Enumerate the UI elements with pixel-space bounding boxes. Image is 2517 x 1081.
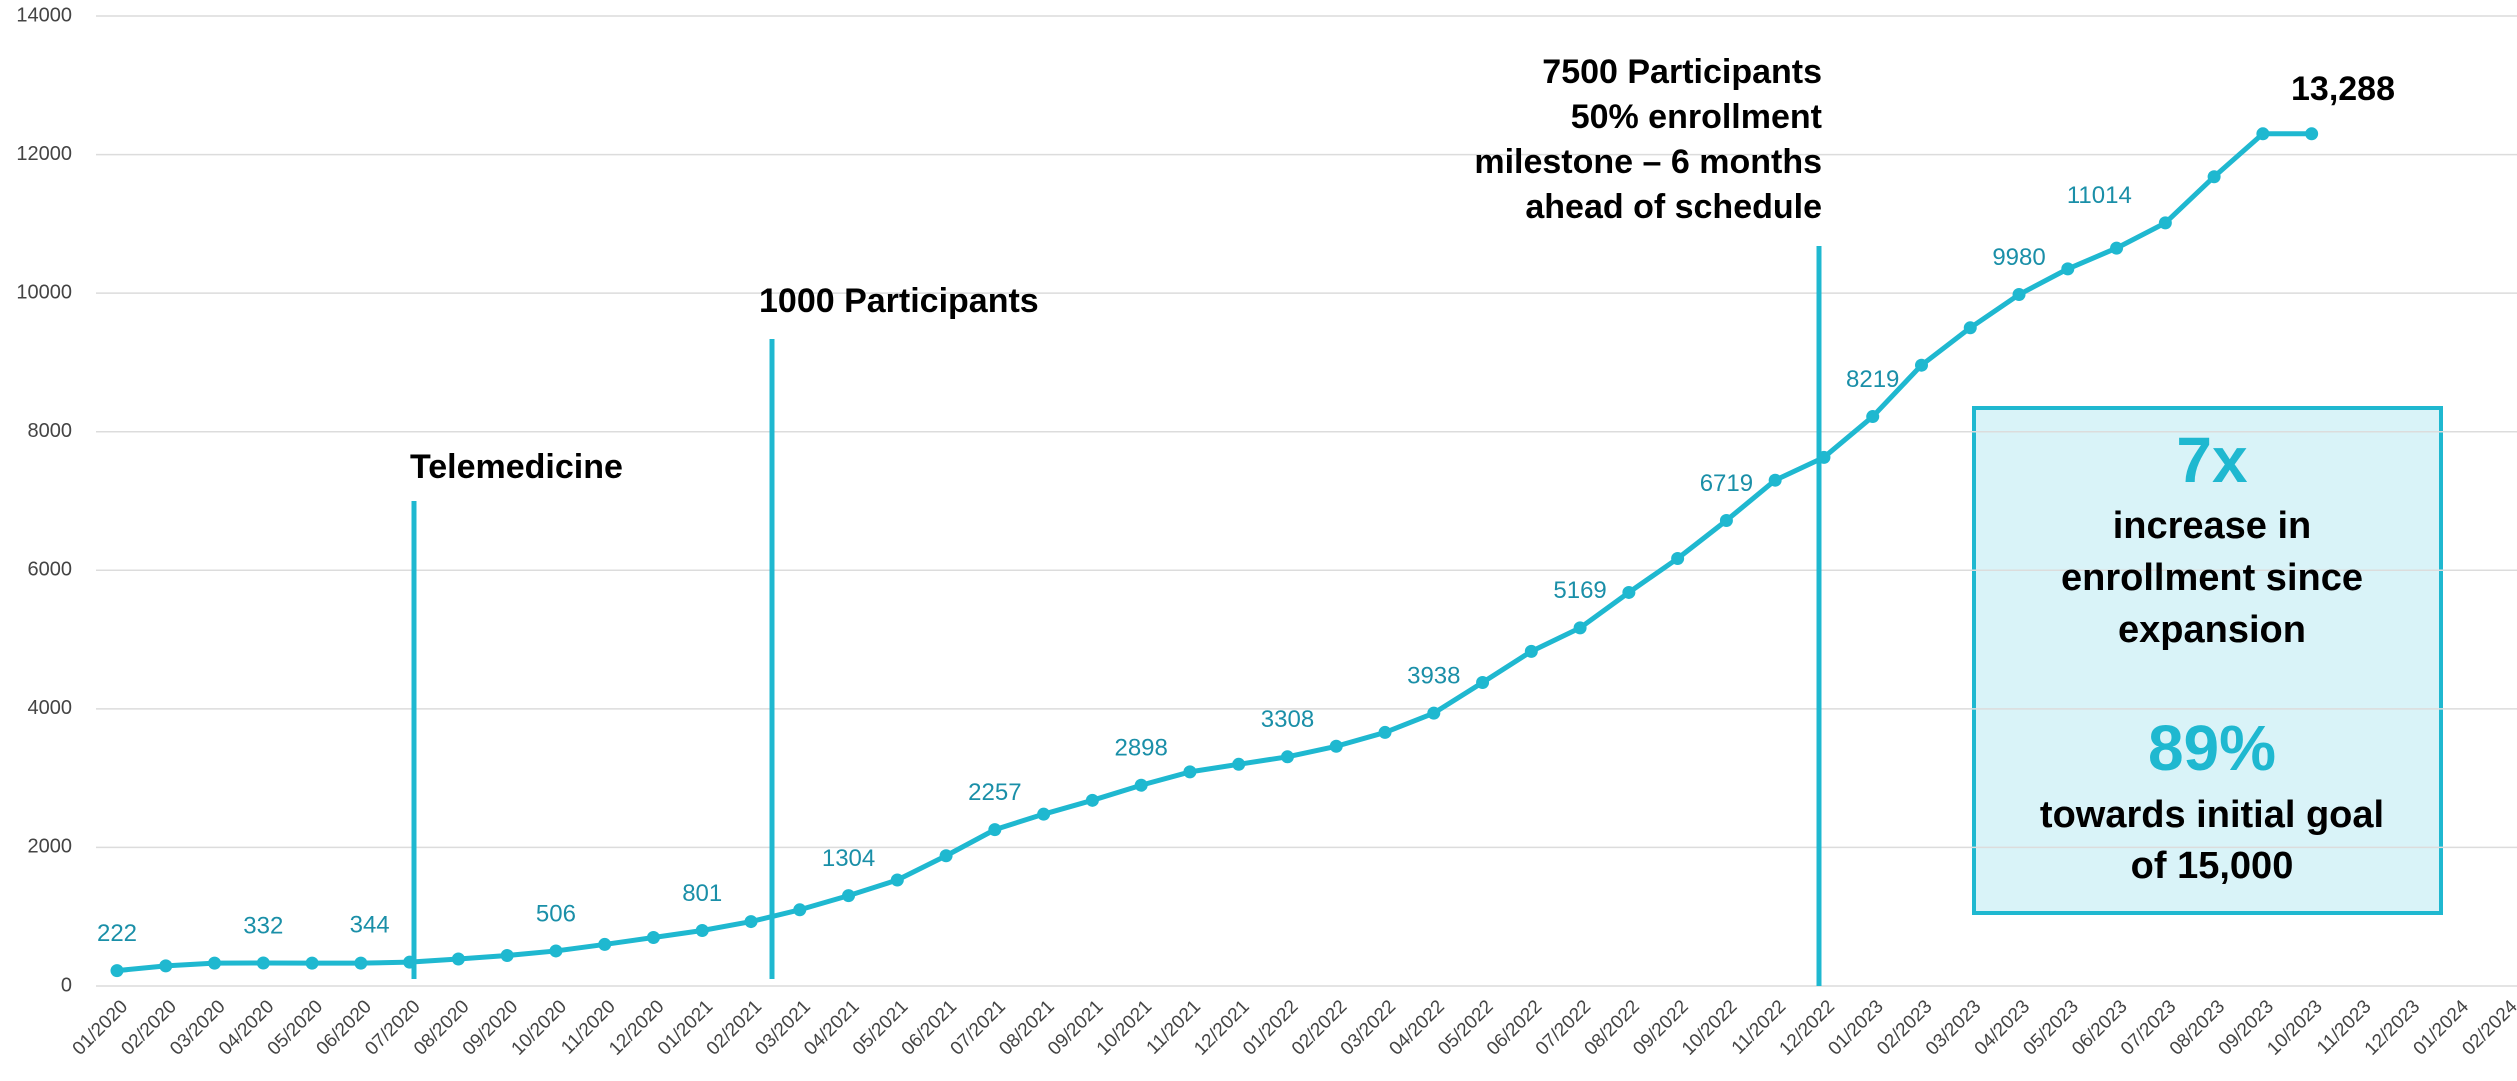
data-label: 11014	[2067, 182, 2132, 209]
callout-text: enrollment since	[2061, 557, 2363, 599]
annotation: Telemedicine	[410, 448, 623, 486]
data-point	[646, 931, 660, 944]
data-point	[1037, 807, 1051, 821]
data-point	[1768, 473, 1782, 487]
data-point	[451, 952, 465, 966]
data-point	[793, 903, 807, 917]
data-label: 222	[97, 920, 137, 947]
data-point	[159, 959, 173, 973]
data-label: 9980	[1992, 244, 2045, 271]
annotation: milestone – 6 months	[1474, 143, 1822, 181]
data-point	[2012, 288, 2026, 302]
data-point	[2305, 127, 2319, 141]
data-point	[110, 964, 124, 978]
data-point	[2110, 241, 2124, 255]
y-tick-label: 4000	[28, 697, 73, 719]
data-point	[744, 915, 758, 929]
data-point	[1719, 513, 1733, 527]
x-tick-label: 10/2021	[1093, 996, 1156, 1059]
data-label: 1304	[822, 845, 875, 872]
data-label: 8219	[1846, 366, 1899, 393]
data-point	[1232, 757, 1246, 771]
data-point	[988, 823, 1002, 837]
annotation: 7500 Participants	[1542, 53, 1822, 91]
annotation: 1000 Participants	[759, 282, 1039, 320]
callout-headline: 89%	[2148, 712, 2276, 784]
y-tick-label: 8000	[28, 420, 73, 442]
callout-text: towards initial goal	[2040, 794, 2384, 836]
y-tick-label: 10000	[16, 281, 72, 303]
data-point	[1329, 739, 1343, 753]
data-point	[1914, 358, 1928, 372]
data-point	[1427, 706, 1441, 720]
y-tick-label: 14000	[16, 4, 72, 26]
data-label: 3308	[1261, 706, 1314, 733]
data-label: 5169	[1553, 577, 1606, 604]
data-point	[305, 956, 319, 970]
y-tick-label: 2000	[28, 836, 73, 858]
data-point	[256, 956, 270, 970]
data-point	[890, 873, 904, 887]
data-point	[1573, 621, 1587, 635]
annotation: ahead of schedule	[1525, 188, 1822, 226]
callout-box	[1972, 406, 2443, 915]
data-point	[208, 956, 222, 970]
data-label: 506	[536, 900, 576, 927]
y-tick-label: 6000	[28, 559, 73, 581]
y-tick-label: 0	[61, 974, 72, 996]
y-tick-label: 12000	[16, 143, 72, 165]
data-point	[1817, 450, 1831, 464]
data-point	[1476, 676, 1490, 690]
data-point	[1524, 644, 1538, 658]
data-point	[2158, 216, 2172, 230]
data-point	[842, 889, 856, 903]
data-label: 3938	[1407, 662, 1460, 689]
data-point	[403, 955, 417, 969]
callout-text: of 15,000	[2131, 845, 2294, 887]
data-label: 2898	[1114, 735, 1167, 762]
data-point	[1963, 321, 1977, 335]
x-tick-label: 10/2022	[1678, 996, 1741, 1059]
data-point	[695, 924, 709, 938]
line-series	[116, 131, 2312, 974]
data-label: 801	[682, 880, 722, 907]
callout-text: increase in	[2113, 505, 2312, 547]
annotation: 50% enrollment	[1571, 98, 1822, 136]
data-label: 6719	[1700, 470, 1753, 497]
x-tick-label: 10/2023	[2263, 996, 2326, 1059]
data-point	[1378, 725, 1392, 739]
data-point	[598, 937, 612, 951]
data-point	[1183, 765, 1197, 779]
data-point	[1622, 585, 1636, 599]
callout-headline: 7x	[2176, 424, 2248, 496]
data-point	[1866, 410, 1880, 424]
data-point	[500, 949, 514, 963]
data-point	[2207, 170, 2221, 184]
annotation: 13,288	[2291, 70, 2395, 108]
callout-text: expansion	[2118, 609, 2306, 651]
data-point	[939, 849, 953, 863]
data-point	[2061, 262, 2075, 276]
data-point	[1085, 793, 1099, 807]
data-point	[549, 944, 563, 958]
data-point	[1280, 750, 1294, 764]
data-point	[354, 956, 368, 970]
data-point	[2256, 127, 2270, 141]
data-label: 344	[350, 912, 390, 939]
data-point	[1671, 552, 1685, 566]
data-point	[1134, 778, 1148, 792]
x-tick-label: 10/2020	[508, 996, 571, 1059]
data-label: 332	[243, 912, 283, 939]
data-label: 2257	[968, 779, 1021, 806]
